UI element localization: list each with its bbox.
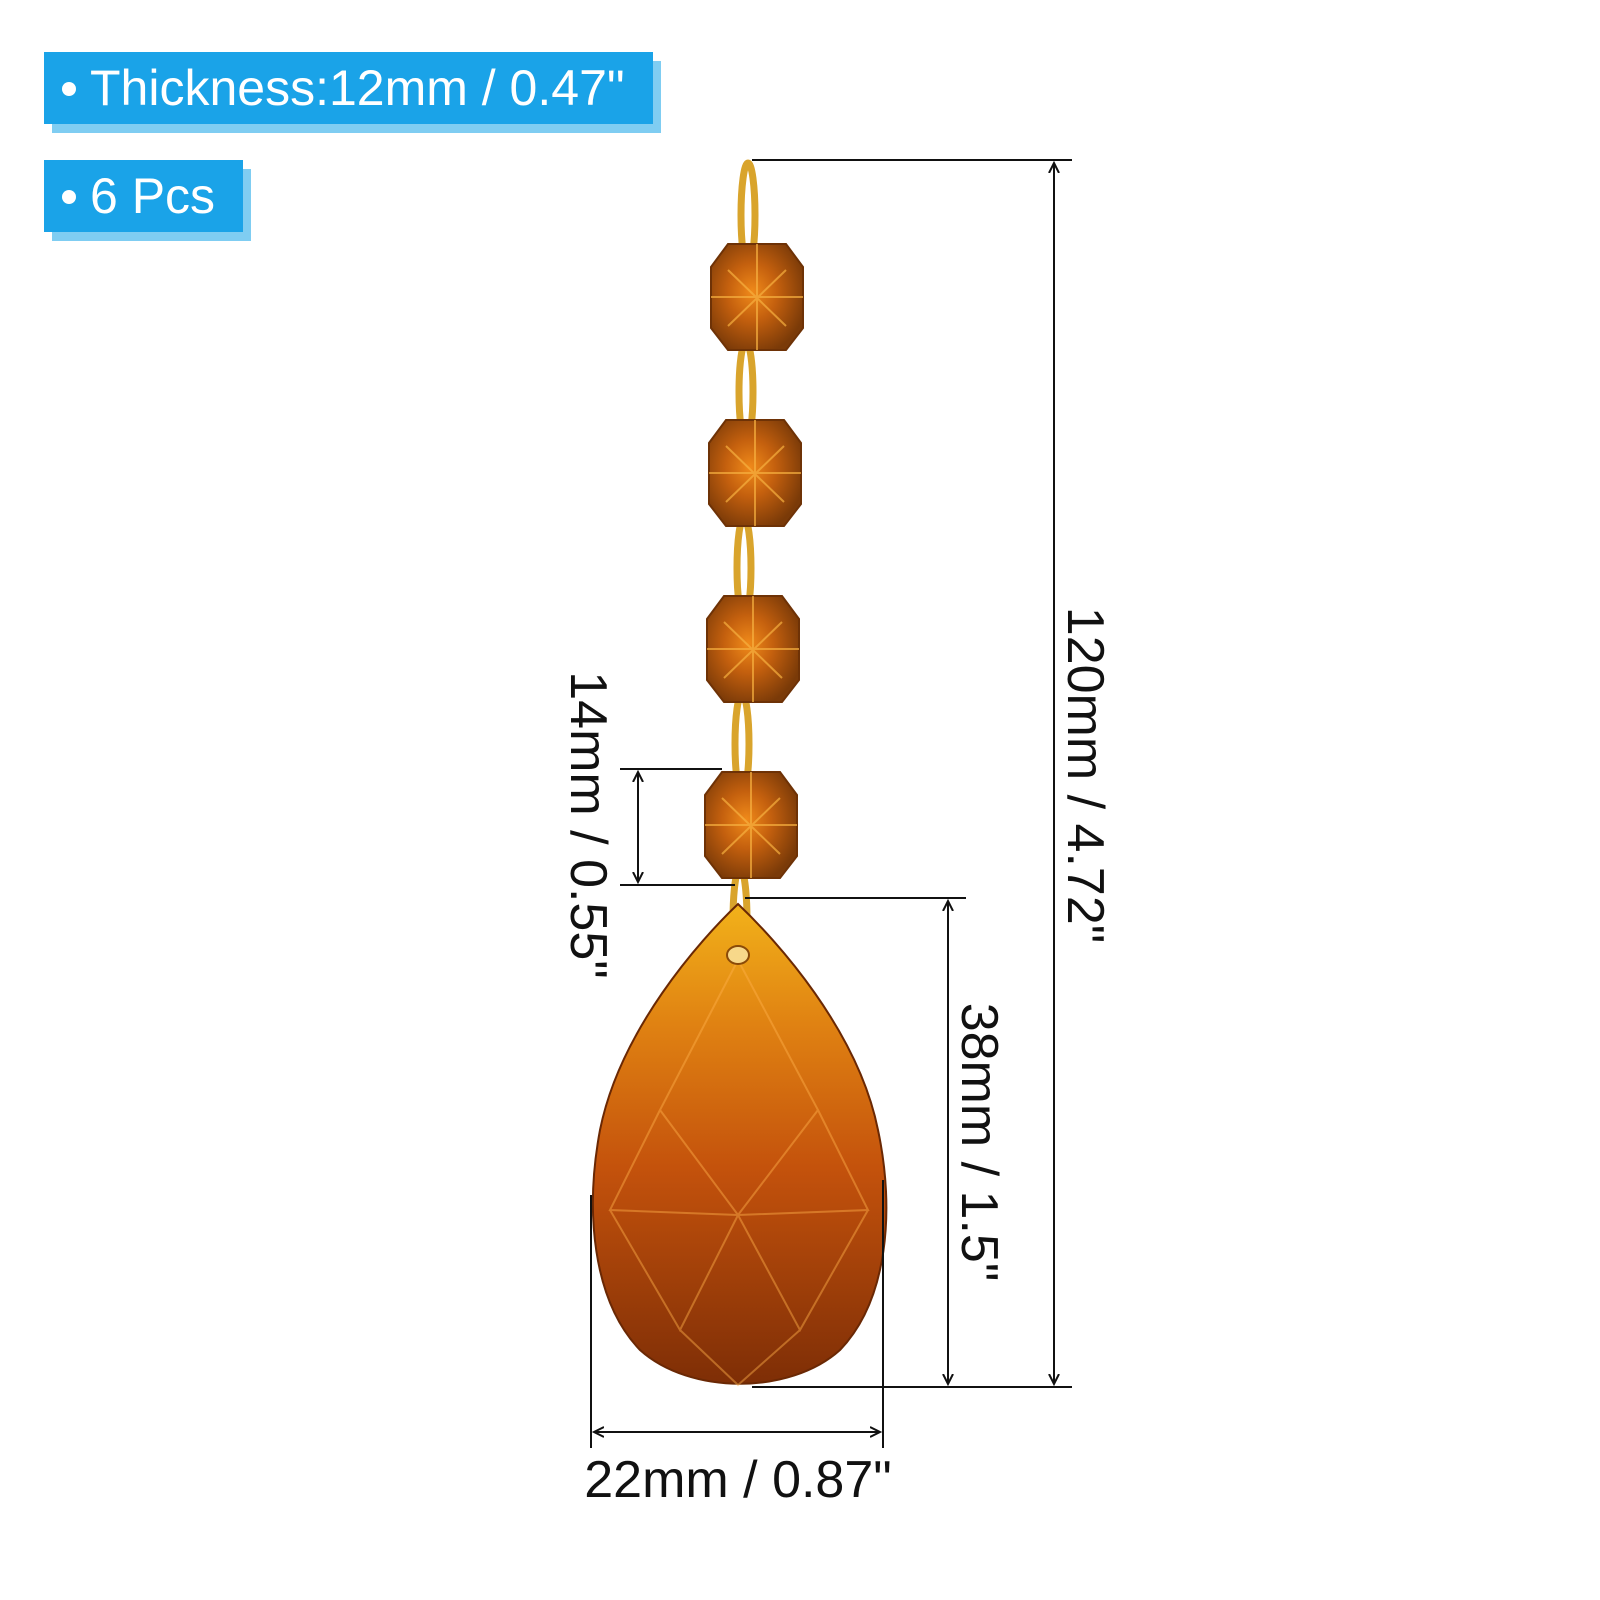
pendant-length-label: 38mm / 1.5" [950,1003,1008,1282]
total-length-label: 120mm / 4.72" [1056,607,1114,943]
pendant-width-dimension [590,1180,884,1448]
bullet-icon [62,81,76,96]
pendant-facets [608,957,870,1387]
quantity-badge: 6 Pcs [44,160,244,232]
bead-facets [705,244,803,878]
quantity-text: 6 Pcs [90,168,216,224]
pendant-width-label: 22mm / 0.87" [584,1451,891,1509]
bead-size-label: 14mm / 0.55" [559,671,617,978]
thickness-text: Thickness:12mm / 0.47" [90,60,625,116]
pendant-length-dimension [745,897,966,1384]
teardrop-pendant [591,902,888,1385]
thickness-badge: Thickness:12mm / 0.47" [44,52,653,124]
total-length-dimension [752,159,1072,1388]
pendant-hole [726,945,750,965]
bead-size-dimension [620,768,735,886]
bullet-icon [62,189,76,204]
